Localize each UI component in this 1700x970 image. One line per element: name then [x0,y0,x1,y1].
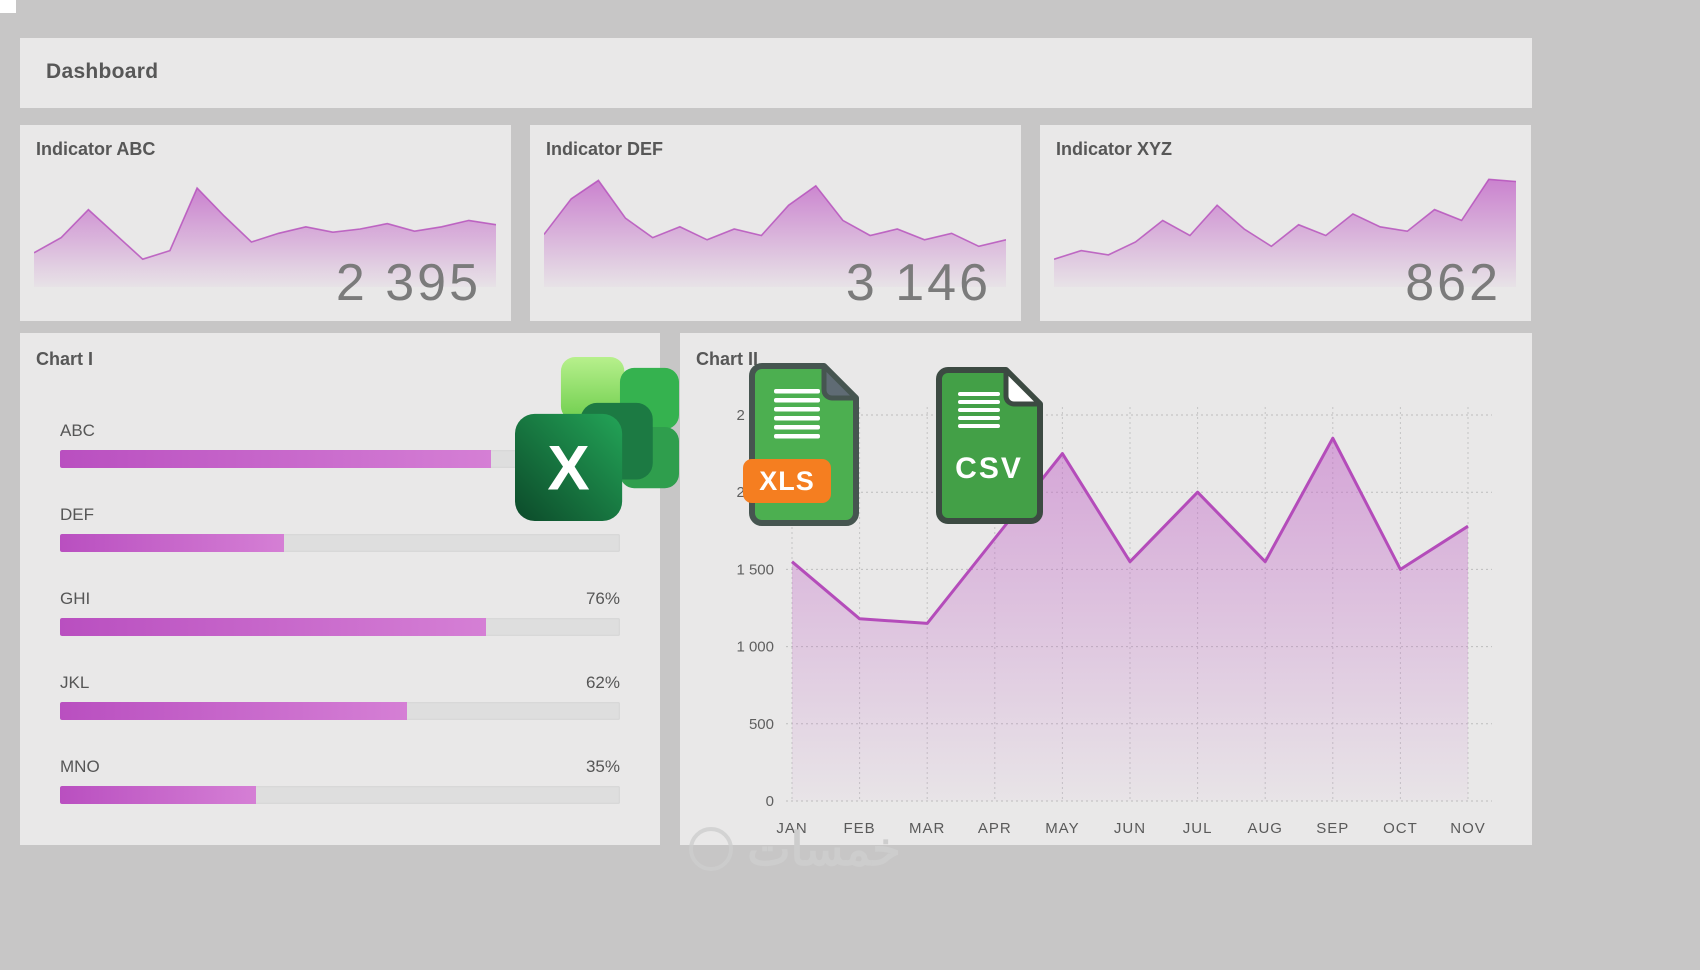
sparkline-abc [34,186,496,287]
bar-fill [60,786,256,804]
bar-row: MNO 35% [60,757,620,804]
xls-file-icon: XLS [740,360,870,530]
corner-artifact [0,0,16,13]
indicator-card-def: Indicator DEF 3 146 [530,125,1021,321]
excel-x-tile [515,413,623,521]
bar-category-label: MNO [60,757,100,776]
watermark: خمسات [655,822,935,876]
svg-text:AUG: AUG [1247,820,1283,837]
svg-text:1 000: 1 000 [736,639,774,656]
bar-track [60,450,620,468]
bar-category-label: JKL [60,673,90,692]
bar-value-label: 35% [585,757,620,776]
bar-fill [60,450,492,468]
svg-text:1 500: 1 500 [736,561,774,578]
header-panel: Dashboard [20,38,1532,108]
svg-text:SEP: SEP [1316,820,1349,837]
csv-doc-body [936,367,1043,524]
svg-text:JUL: JUL [1183,820,1213,837]
chart2-title: Chart II [696,349,759,369]
bar-track [60,786,620,804]
watermark-text: خمسات [747,823,901,875]
chart1-panel: Chart I ABC DEF [20,333,660,845]
bar-fill [60,534,284,552]
watermark-logo-icon [689,827,734,871]
xls-badge-label: XLS [759,466,815,496]
indicator-value: 862 [1405,254,1501,312]
indicator-card-xyz: Indicator XYZ 862 [1040,125,1531,321]
indicator-label: Indicator DEF [546,139,664,159]
svg-text:NOV: NOV [1450,820,1486,837]
bar-row: JKL 62% [60,673,620,720]
bar-category-label: GHI [60,589,91,608]
xls-doc-lines [774,389,820,439]
svg-text:MAR: MAR [909,820,945,837]
svg-text:APR: APR [978,820,1012,837]
svg-text:0: 0 [766,793,774,810]
indicator-value: 3 146 [845,254,991,312]
sparkline-xyz [1054,178,1516,287]
indicator-label: Indicator XYZ [1056,139,1173,159]
bar-category-label: ABC [60,421,95,440]
csv-doc-fold [1003,367,1043,407]
indicator-card-abc: Indicator ABC 2 395 [20,125,511,321]
bar-track [60,618,620,636]
xls-badge [743,459,831,503]
csv-doc-lines [958,392,1000,428]
bar-fill [60,702,408,720]
svg-text:OCT: OCT [1383,820,1418,837]
bar-row: DEF [60,505,620,552]
bar-category-label: DEF [60,505,94,524]
svg-text:JUN: JUN [1114,820,1146,837]
bar-value-label: 76% [585,589,620,608]
page-title: Dashboard [46,60,159,83]
bar-row: ABC [60,421,620,468]
svg-text:JAN: JAN [776,820,807,837]
bar-value-label: 62% [585,673,620,692]
svg-text:500: 500 [749,716,774,733]
indicator-value: 2 395 [335,254,481,312]
bar-row: GHI 76% [60,589,620,636]
csv-label: CSV [955,452,1023,485]
excel-x-letter: X [547,433,589,503]
svg-text:MAY: MAY [1045,820,1079,837]
svg-text:FEB: FEB [844,820,876,837]
bar-track [60,702,620,720]
indicator-label: Indicator ABC [36,139,156,159]
chart1-title: Chart I [36,349,94,369]
excel-icon: X [515,356,679,522]
sparkline-def [544,179,1006,287]
csv-file-icon: CSV [928,366,1050,526]
xls-doc-fold [821,363,859,401]
bar-track [60,534,620,552]
bar-fill [60,618,486,636]
bar-chart: ABC DEF GHI 76% [60,421,620,841]
